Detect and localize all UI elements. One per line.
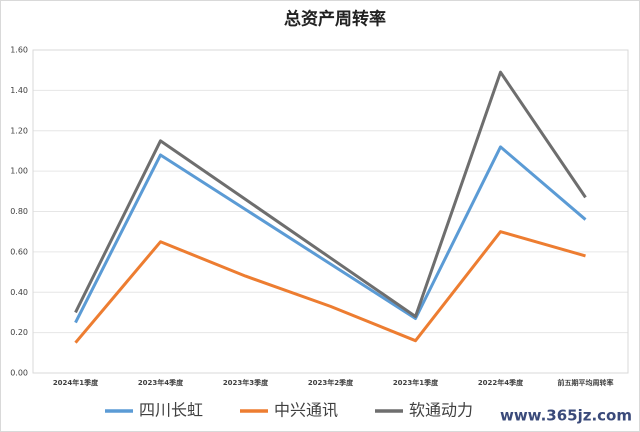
x-tick-label: 2023年4季度 xyxy=(138,378,184,387)
series-line xyxy=(74,145,587,324)
y-tick-label: 0.80 xyxy=(10,207,28,216)
plot-frame xyxy=(32,49,629,374)
legend-label: 中兴通讯 xyxy=(274,401,338,420)
legend-label: 四川长虹 xyxy=(139,401,203,420)
y-tick-label: 1.60 xyxy=(10,46,28,55)
y-tick-label: 0.40 xyxy=(10,288,28,297)
y-tick-label: 1.40 xyxy=(10,86,28,95)
y-tick-label: 1.00 xyxy=(10,167,28,176)
x-tick-label: 2023年2季度 xyxy=(308,378,354,387)
x-tick-label: 前五期平均周转率 xyxy=(558,378,614,387)
x-tick-label: 2022年4季度 xyxy=(478,378,524,387)
chart-title: 总资产周转率 xyxy=(284,9,386,30)
y-tick-label: 0.00 xyxy=(10,369,28,378)
watermark: www.365jz.com xyxy=(500,407,632,425)
legend-label: 软通动力 xyxy=(409,401,473,420)
x-tick-label: 2023年3季度 xyxy=(223,378,269,387)
y-tick-label: 0.20 xyxy=(10,328,28,337)
y-tick-label: 1.20 xyxy=(10,126,28,135)
series-line xyxy=(74,70,587,318)
y-tick-label: 0.60 xyxy=(10,247,28,256)
x-tick-label: 2023年1季度 xyxy=(393,378,439,387)
x-tick-label: 2024年1季度 xyxy=(53,378,99,387)
series-line xyxy=(74,230,586,344)
